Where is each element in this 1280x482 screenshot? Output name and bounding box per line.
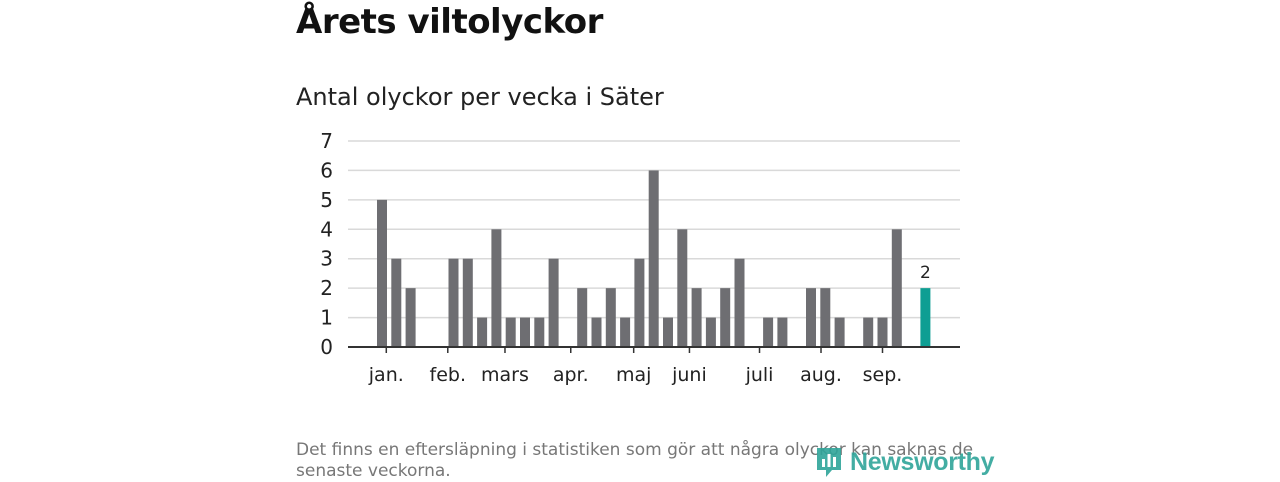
y-tick-label: 0: [320, 335, 333, 359]
bar: [705, 317, 716, 347]
bar: [834, 317, 845, 347]
bar: [548, 258, 559, 347]
x-tick-label: feb.: [430, 364, 466, 386]
y-tick-label: 6: [320, 158, 333, 182]
bar: [591, 317, 602, 347]
chart-subtitle: Antal olyckor per vecka i Säter: [296, 83, 664, 111]
bar: [620, 317, 631, 347]
bar: [877, 317, 888, 347]
x-tick-label: juli: [745, 364, 774, 386]
bar: [462, 258, 473, 347]
bar: [634, 258, 645, 347]
x-tick-label: mars: [481, 364, 529, 386]
chart-title: Årets viltolyckor: [296, 2, 603, 42]
bar: [820, 288, 831, 347]
bar-data-label: 2: [920, 263, 931, 283]
y-tick-label: 1: [320, 306, 333, 330]
bar: [520, 317, 530, 347]
newsworthy-logo-text: Newsworthy: [850, 447, 995, 476]
y-tick-label: 7: [320, 129, 333, 153]
bar: [505, 317, 516, 347]
bar: [806, 288, 816, 347]
newsworthy-logo: Newsworthy: [814, 445, 995, 479]
x-tick-label: apr.: [553, 364, 589, 386]
bar: [734, 258, 745, 347]
bar: [720, 288, 731, 347]
bar: [377, 199, 387, 347]
bar: [391, 258, 402, 347]
bar: [577, 288, 588, 347]
bar: [691, 288, 702, 347]
bar: [534, 317, 545, 347]
x-tick-label: jan.: [368, 364, 404, 386]
y-tick-label: 4: [320, 217, 333, 241]
bar: [477, 317, 488, 347]
x-tick-label: juni: [671, 364, 707, 386]
bar: [777, 317, 788, 347]
bar: [891, 229, 902, 347]
bar: [405, 288, 416, 347]
y-tick-label: 2: [320, 276, 333, 300]
x-tick-label: maj: [616, 364, 651, 386]
x-tick-label: aug.: [800, 364, 842, 386]
bar-highlight: [920, 288, 931, 347]
bar: [763, 317, 774, 347]
bar: [605, 288, 616, 347]
footnote: Det finns en eftersläpning i statistiken…: [296, 440, 974, 481]
x-tick-label: sep.: [863, 364, 903, 386]
y-tick-label: 5: [320, 188, 333, 212]
newsworthy-logo-icon: [817, 448, 841, 477]
y-tick-label: 3: [320, 247, 333, 271]
bar: [648, 170, 659, 347]
bar: [663, 317, 673, 347]
bar: [491, 229, 502, 347]
bar: [448, 258, 459, 347]
bar-chart: 0 1 2 3 4 5 6 7 2 jan. feb. mars apr. maj juni juli aug.…: [320, 129, 960, 386]
bar: [863, 317, 874, 347]
bar: [677, 229, 688, 347]
